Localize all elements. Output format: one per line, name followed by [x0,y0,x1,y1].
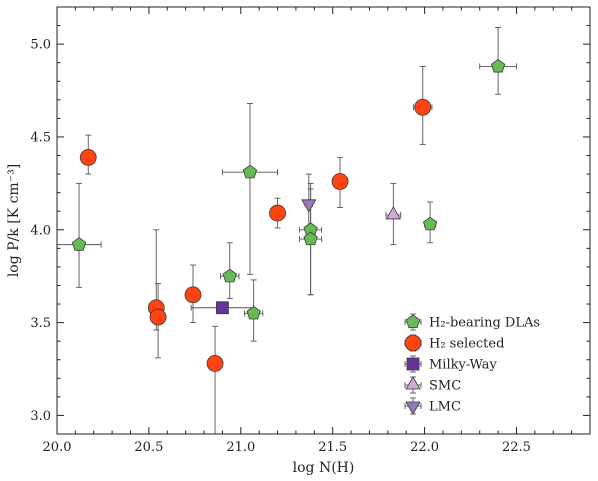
legend-label: SMC [429,379,461,394]
data-point-circle [149,308,167,326]
legend-marker-triangle-down [405,401,421,415]
data-point-circle [331,173,349,190]
data-point-square [216,301,229,315]
legend-item: H₂ selected [404,334,504,352]
legend-label: LMC [429,400,461,415]
y-tick-label: 4.5 [30,130,51,145]
legend-label: H₂-bearing DLAs [429,316,540,331]
y-tick-label: 5.0 [30,38,51,53]
y-axis-label: log P/k [K cm⁻³] [6,164,22,277]
data-point-triangle-down [301,199,317,213]
data-markers [71,58,506,372]
x-tick-label: 22.5 [502,440,531,455]
y-tick-label: 3.0 [30,409,51,424]
error-bar [221,103,279,275]
legend-marker-square [406,357,420,371]
x-tick-label: 21.0 [226,440,255,455]
data-point-pentagon [303,231,318,246]
plot-frame [56,6,591,435]
legend-marker-pentagon [405,314,421,329]
data-point-triangle-up [385,206,401,220]
legend-item: LMC [404,397,461,415]
x-tick-label: 21.5 [318,440,347,455]
axes: 20.0 20.5 21.0 21.5 22.0 22.5 3.0 3.5 4.0 4.5 5.0 [30,6,591,455]
x-tick-label: 20.5 [134,440,163,455]
y-tick-label: 4.0 [30,223,51,238]
x-axis-label: log N(H) [293,460,355,476]
legend-item: H₂-bearing DLAs [404,313,540,331]
errorbars [56,26,517,435]
y-tick-label: 3.5 [30,316,51,331]
legend-marker-triangle-up [405,376,421,390]
data-point-pentagon [71,237,87,251]
legend-label: Milky-Way [429,358,498,373]
data-point-circle [79,148,97,166]
data-point-circle [414,98,432,116]
x-tick-label: 22.0 [410,440,439,455]
legend-label: H₂ selected [429,337,504,352]
data-point-pentagon [490,58,506,73]
data-point-pentagon [246,305,261,320]
data-point-circle [269,204,286,222]
legend-marker-circle [404,334,422,352]
data-point-circle [206,355,224,372]
data-point-pentagon [422,216,438,231]
legend-item: SMC [404,376,461,394]
x-tick-label: 20.0 [43,440,72,455]
data-point-pentagon [242,164,258,179]
data-point-circle [184,286,202,304]
legend-item: Milky-Way [404,355,498,373]
data-point-pentagon [222,268,237,283]
error-bar [56,182,102,288]
error-bar [210,325,220,435]
legend: H₂-bearing DLAs H₂ selected Milky-Way SMC LM… [404,313,540,415]
